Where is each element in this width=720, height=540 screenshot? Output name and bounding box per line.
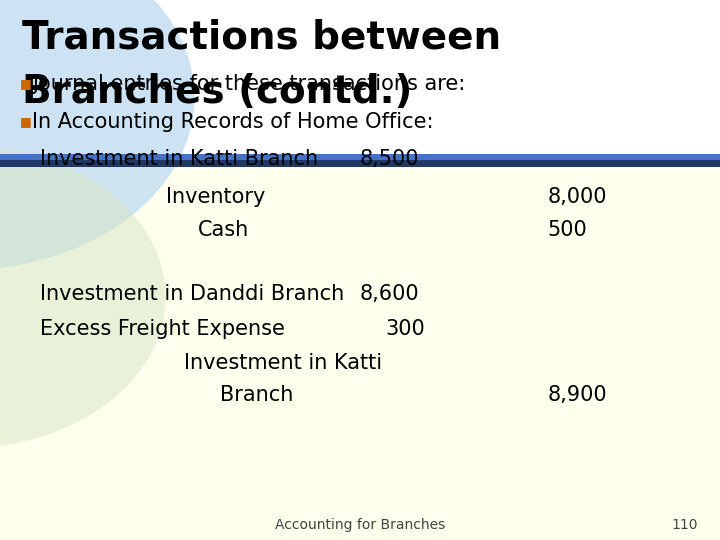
Text: 300: 300 [385, 319, 425, 340]
Text: ■: ■ [19, 77, 31, 90]
Text: Investment in Danddi Branch: Investment in Danddi Branch [40, 284, 344, 305]
Text: 8,600: 8,600 [360, 284, 420, 305]
Text: 8,900: 8,900 [547, 385, 607, 406]
Text: Investment in Katti Branch: Investment in Katti Branch [40, 149, 318, 170]
Text: Inventory: Inventory [166, 187, 265, 207]
Text: Journal entries for these transactions are:: Journal entries for these transactions a… [32, 73, 466, 94]
Text: Cash: Cash [198, 219, 249, 240]
Bar [0, 154, 720, 160]
Text: 500: 500 [547, 219, 587, 240]
Bar [0, 0, 720, 154]
Text: Investment in Katti: Investment in Katti [184, 353, 382, 373]
Text: Transactions between: Transactions between [22, 19, 500, 57]
Text: 8,000: 8,000 [547, 187, 607, 207]
Circle shape [0, 146, 166, 448]
Text: 8,500: 8,500 [360, 149, 420, 170]
Text: Branches (contd.): Branches (contd.) [22, 73, 412, 111]
Text: Accounting for Branches: Accounting for Branches [275, 518, 445, 532]
Text: 110: 110 [672, 518, 698, 532]
Text: Excess Freight Expense: Excess Freight Expense [40, 319, 284, 340]
Text: Branch: Branch [220, 385, 293, 406]
Circle shape [0, 0, 194, 270]
Bar [0, 154, 720, 540]
Bar [0, 160, 720, 167]
Text: ■: ■ [19, 115, 31, 128]
Text: In Accounting Records of Home Office:: In Accounting Records of Home Office: [32, 111, 434, 132]
